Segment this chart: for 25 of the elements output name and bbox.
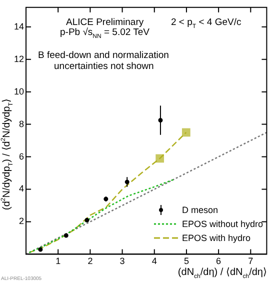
line-series: [28, 178, 174, 254]
x-tick-label: 1: [56, 256, 61, 266]
annotation: B feed-down and normalization: [38, 50, 169, 61]
x-tick-label: 2: [88, 256, 93, 266]
legend-label: EPOS without hydro: [182, 219, 263, 229]
x-tick-label: 4: [152, 256, 157, 266]
annotation: uncertainties not shown: [54, 61, 154, 72]
point: [182, 128, 190, 137]
y-tick-label: 12: [14, 54, 24, 64]
legend-label: EPOS with hydro: [182, 233, 250, 243]
x-tick-label: 7: [248, 256, 254, 266]
annotation: ALICE Preliminary: [66, 17, 144, 28]
y-tick-label: 10: [14, 86, 24, 96]
y-tick-label: 2: [18, 216, 24, 226]
x-tick-label: 5: [184, 256, 189, 266]
legend-label: D meson: [182, 205, 218, 215]
y-tick-label: 14: [14, 21, 24, 32]
x-tick-label: 6: [216, 256, 222, 266]
annotation: 2 < p$_{T}$ < 4 GeV/c: [171, 17, 242, 30]
x-axis-title: (dN$_{ch}$/dη) / ⟨dN$_{ch}$/dη⟩: [178, 267, 267, 280]
x-tick-label: 3: [120, 256, 125, 266]
y-tick-label: 4: [18, 184, 24, 194]
y-tick-label: 6: [18, 151, 24, 162]
annotation: p-Pb √s$_{NN}$ = 5.02 TeV: [60, 27, 150, 40]
y-tick-label: 8: [18, 118, 24, 129]
